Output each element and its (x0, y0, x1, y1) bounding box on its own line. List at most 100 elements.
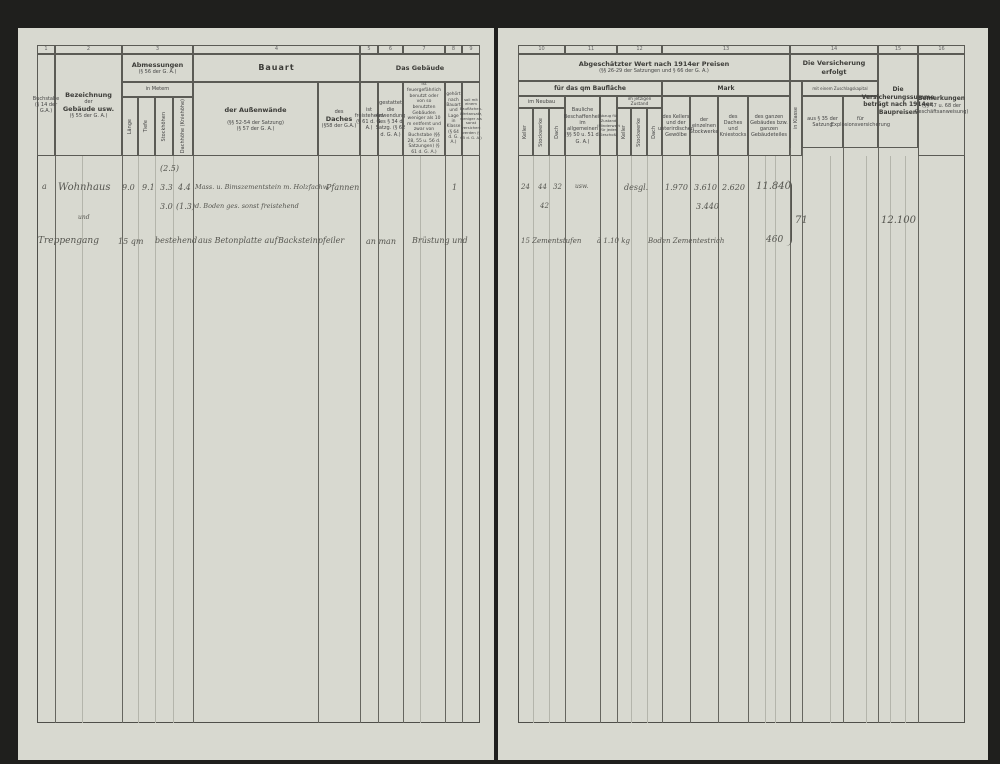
column-rule (55, 156, 56, 723)
column-rule (866, 156, 867, 723)
header-das-gebaeude: Das Gebäude (360, 54, 480, 82)
column-rule (378, 156, 379, 723)
header-mark-stockwerke: der einzelnen Stockwerke (690, 96, 718, 156)
col-number: 5 (360, 45, 378, 54)
label: Keller (522, 124, 529, 140)
header-tiefe: Tiefe (138, 97, 155, 156)
column-rule (631, 156, 632, 723)
header-mark-keller: des Kellers und der unterirdischen Gewöl… (658, 96, 694, 156)
column-rule (647, 156, 648, 723)
brace-mark (786, 180, 792, 246)
column-rule (403, 156, 404, 723)
label: Abgeschätzter Wert nach 1914er Preisen (578, 60, 730, 69)
header-bauart: Bauart (193, 54, 360, 82)
column-rule (843, 148, 844, 723)
header-col9: soll mit einem Bauflächen-Wertansatz, we… (460, 82, 482, 156)
entry: (2.5) (160, 164, 179, 173)
column-rule (193, 156, 194, 723)
entry: 3.3 (160, 183, 173, 192)
col-number: 7 (403, 45, 445, 54)
entry: und (78, 214, 90, 221)
header-abgeschaetzt: Abgeschätzter Wert nach 1914er Preisen (… (518, 54, 790, 81)
col-number: 6 (378, 45, 403, 54)
entry: 15 Zementstufen (521, 237, 582, 245)
entry: Backsteinpfeiler (278, 236, 345, 245)
label: Abmessungen (131, 60, 184, 69)
header-laenge: Länge (122, 97, 138, 156)
header-abzug: Abzug für Zustand (Minderwert für jedes … (597, 96, 620, 156)
column-rule (748, 156, 749, 723)
label: Bezeichnung (65, 90, 112, 99)
header-satzung: aus § 35 der Satzung (802, 96, 843, 148)
column-rule (138, 156, 139, 723)
header-versicherung: Die Versicherung erfolgt (790, 54, 878, 81)
column-rule (617, 156, 618, 723)
column-rule (765, 156, 766, 723)
entry: 2.620 (722, 183, 745, 192)
right-page (498, 28, 988, 760)
label: Länge (126, 118, 133, 135)
column-rule (122, 156, 123, 723)
header-bauliche: Bauliche Beschaffenheit im allgemeinen (… (564, 96, 601, 156)
column-rule (775, 156, 776, 723)
column-rule (890, 156, 891, 723)
entry: 71 (795, 215, 808, 226)
entry: 32 (553, 183, 562, 191)
entry: usw. (575, 183, 589, 190)
entry: 3.610 (694, 183, 717, 192)
header-jetzigen: im jetzigen Zustand (617, 96, 662, 108)
entry: 11.840 (756, 181, 791, 192)
entry: 460 (766, 235, 784, 245)
label: Bemerkungen (917, 95, 966, 102)
label: (§§ 26-29 der Satzungen und § 66 der G. … (599, 68, 709, 75)
header-im-neubau: im Neubau (518, 96, 565, 108)
header-keller: Keller (518, 108, 533, 156)
label: Gebäude usw. (62, 105, 115, 113)
col-number: 1 (37, 45, 55, 54)
header-summe: Die Versicherungssumme beträgt nach 1914… (862, 54, 934, 148)
header-col7: ist feuergefährlich benutzt oder von so … (403, 82, 445, 156)
label: der Außenwände (224, 105, 287, 114)
column-rule (918, 156, 919, 723)
header-klasse: in Klasse (790, 81, 802, 156)
column-rule (905, 156, 906, 723)
label: des (334, 108, 344, 115)
header-explosion: für Explosionsversicherung (831, 96, 890, 148)
entry: 9.0 (122, 183, 135, 192)
label: der (84, 98, 93, 105)
entry: Wohnhaus (58, 182, 111, 193)
label: Stockhöhen (160, 111, 167, 142)
header-in-metern: in Metern (122, 82, 193, 97)
entry: à 1.10 kg (597, 237, 630, 245)
col-number: 15 (878, 45, 918, 54)
header-aussenwaende: der Außenwände (§§ 52-54 der Satzung) (§… (193, 82, 318, 156)
entry: a (42, 182, 47, 191)
column-rule (662, 156, 663, 723)
header-mark: Mark (662, 81, 790, 96)
header-bemerkungen: Bemerkungen (§§ 47 u. 68 der Geschäftsan… (915, 54, 968, 156)
label: Dach (651, 125, 658, 139)
label: Dach (553, 125, 560, 139)
column-rule (155, 156, 156, 723)
label: in Klasse (792, 107, 799, 130)
label: Daches (325, 114, 353, 123)
col-number: 3 (122, 45, 193, 54)
entry: an man (366, 237, 396, 246)
entry: 15 qm (118, 237, 144, 246)
entry: desgl. (624, 183, 649, 192)
column-rule (790, 148, 791, 723)
label: Tiefe (143, 120, 150, 133)
entry: d. Boden ges. sonst freistehend (195, 202, 299, 210)
header-abmessungen: Abmessungen (§ 56 der G. A.) (122, 54, 193, 82)
label: Stockwerke (537, 117, 544, 147)
col-number: 12 (617, 45, 662, 54)
column-rule (565, 156, 566, 723)
label: (§ 55 der G. A.) (69, 113, 108, 120)
col-number: 14 (790, 45, 878, 54)
label: (§ 56 der G. A.) (138, 68, 177, 75)
col-number: 9 (462, 45, 480, 54)
column-rule (533, 156, 534, 723)
col-number: 13 (662, 45, 790, 54)
entry: bestehend (155, 236, 198, 245)
entry: Treppengang (38, 236, 99, 246)
